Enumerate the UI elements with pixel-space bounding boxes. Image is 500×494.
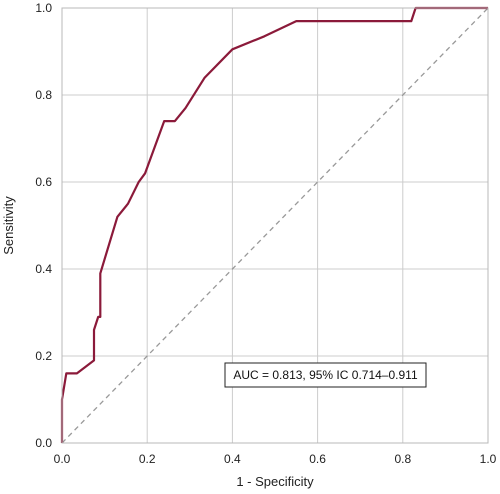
y-tick-label-5: 1.0 [35, 1, 52, 15]
y-tick-label-1: 0.2 [35, 349, 52, 363]
roc-curve-line-0 [60, 6, 488, 443]
y-tick-label-3: 0.6 [35, 175, 52, 189]
y-tick-label-0: 0.0 [35, 436, 52, 450]
x-tick-label-0: 0.0 [54, 452, 71, 466]
y-axis-label: Sensitivity [1, 196, 16, 255]
y-tick-label-2: 0.4 [35, 262, 52, 276]
y-tick-label-4: 0.8 [35, 88, 52, 102]
reference-diagonal [61, 7, 489, 444]
auc-annotation: AUC = 0.813, 95% IC 0.714–0.911 [224, 362, 427, 388]
roc-series [60, 6, 488, 443]
x-tick-label-1: 0.2 [139, 452, 156, 466]
auc-annotation-box [224, 362, 427, 388]
auc-annotation-text: AUC = 0.813, 95% IC 0.714–0.911 [233, 368, 418, 382]
x-tick-labels: 0.0 0.2 0.4 0.6 0.8 1.0 [54, 452, 497, 466]
x-tick-label-4: 0.8 [394, 452, 411, 466]
plot-frame [61, 7, 489, 444]
x-tick-label-3: 0.6 [309, 452, 326, 466]
x-axis-label: 1 - Specificity [236, 474, 314, 489]
reference-diagonal-line [61, 7, 489, 444]
x-tick-label-5: 1.0 [480, 452, 497, 466]
x-tick-label-2: 0.4 [224, 452, 241, 466]
y-tick-labels: 0.0 0.2 0.4 0.6 0.8 1.0 [35, 1, 52, 450]
